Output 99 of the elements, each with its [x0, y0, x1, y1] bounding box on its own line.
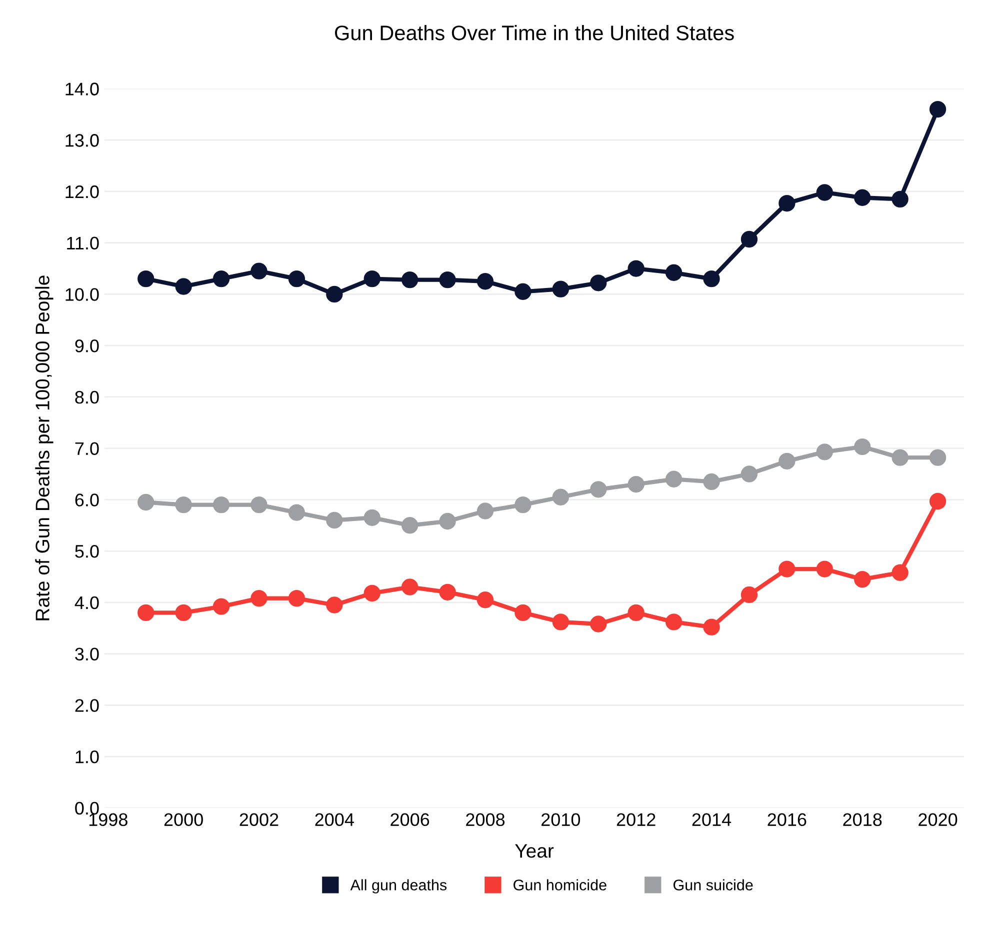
point: [288, 590, 306, 607]
point: [514, 604, 532, 622]
point: [628, 476, 644, 493]
point: [778, 194, 796, 212]
point: [590, 616, 607, 632]
point: [212, 270, 230, 288]
point: [514, 496, 532, 514]
point: [212, 598, 230, 615]
point: [628, 260, 644, 277]
y-tick-label: 0.0: [75, 802, 99, 815]
x-tick-label: 2014: [692, 813, 732, 826]
point: [665, 264, 682, 281]
point: [590, 481, 607, 498]
point: [250, 262, 268, 280]
point: [929, 100, 946, 118]
y-tick-label: 3.0: [75, 648, 99, 661]
y-axis-title: Rate of Gun Deaths per 100,000 People: [35, 276, 54, 620]
point: [628, 604, 644, 622]
point: [665, 614, 682, 630]
point: [778, 560, 796, 578]
x-tick-label: 2012: [616, 813, 656, 826]
point: [476, 592, 494, 608]
point: [665, 470, 682, 488]
point: [364, 584, 380, 602]
point: [892, 449, 908, 466]
point: [552, 488, 570, 506]
point: [326, 286, 343, 303]
point: [703, 473, 720, 490]
point: [590, 274, 607, 292]
point: [552, 280, 570, 298]
chart-title: Gun Deaths Over Time in the United States: [335, 25, 734, 40]
point: [212, 496, 230, 514]
point: [439, 512, 456, 530]
point: [929, 449, 946, 466]
point: [476, 273, 494, 290]
y-tick-label: 7.0: [75, 442, 99, 456]
point: [401, 517, 418, 534]
x-tick-label: 1998: [89, 813, 128, 826]
point: [476, 502, 494, 520]
point: [250, 590, 268, 607]
point: [778, 452, 796, 470]
point: [816, 444, 833, 460]
point: [439, 271, 456, 288]
point: [326, 512, 343, 529]
point: [175, 496, 192, 514]
y-tick-label: 4.0: [74, 596, 99, 610]
x-tick-label: 2020: [918, 813, 958, 826]
x-tick-label: 2018: [843, 813, 882, 826]
point: [552, 614, 570, 630]
y-tick-label: 8.0: [75, 390, 99, 404]
y-tick-label: 6.0: [75, 494, 99, 506]
point: [514, 283, 532, 300]
legend-label: All gun deaths: [350, 879, 447, 894]
x-tick-label: 2016: [768, 813, 806, 826]
point: [816, 560, 833, 578]
point: [892, 564, 908, 581]
point: [854, 438, 871, 456]
point: [138, 604, 154, 622]
point: [326, 596, 343, 614]
legend-label: Gun homicide: [514, 879, 606, 890]
y-tick-label: 12.0: [66, 185, 99, 198]
point: [892, 190, 908, 208]
point: [439, 584, 456, 600]
point: [703, 270, 720, 288]
point: [740, 586, 758, 604]
point: [816, 184, 833, 201]
x-tick-label: 2010: [542, 813, 580, 826]
point: [703, 618, 720, 636]
point: [175, 604, 192, 622]
point: [364, 270, 380, 288]
point: [401, 578, 418, 596]
point: [175, 278, 192, 295]
point: [929, 492, 946, 510]
point: [138, 270, 154, 288]
x-tick-label: 2000: [164, 813, 203, 826]
point: [364, 509, 380, 526]
point: [401, 271, 418, 288]
point: [250, 496, 268, 514]
y-tick-label: 13.0: [66, 134, 99, 147]
y-tick-label: 14.0: [66, 82, 99, 96]
x-tick-label: 2002: [240, 813, 278, 826]
point: [288, 504, 306, 521]
y-tick-label: 11.0: [67, 236, 99, 250]
point: [740, 230, 758, 248]
x-tick-label: 2008: [466, 813, 505, 826]
point: [740, 466, 758, 482]
point: [138, 494, 154, 511]
point: [854, 570, 871, 588]
y-tick-label: 1.0: [76, 750, 99, 764]
x-axis-title: Year: [515, 844, 554, 858]
point: [854, 189, 871, 206]
y-tick-label: 2.0: [75, 699, 99, 712]
y-tick-label: 5.0: [75, 544, 99, 558]
x-tick-label: 2004: [315, 813, 354, 826]
y-tick-label: 10.0: [66, 288, 99, 301]
x-tick-label: 2006: [390, 813, 430, 826]
point: [288, 270, 306, 288]
legend-label: Gun suicide: [674, 879, 753, 890]
y-tick-label: 9.0: [75, 340, 99, 352]
